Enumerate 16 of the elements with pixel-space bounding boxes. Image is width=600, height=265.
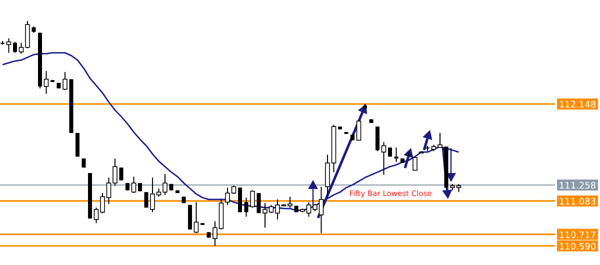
candlestick	[194, 202, 199, 234]
candlestick	[394, 147, 398, 163]
ref-line-label: 111.258	[558, 182, 596, 192]
candlestick	[131, 176, 136, 194]
candlestick	[119, 167, 124, 181]
candlestick	[356, 120, 362, 141]
candlestick	[13, 41, 17, 54]
candlestick	[412, 157, 418, 171]
candlestick	[381, 142, 386, 176]
candlestick	[6, 38, 12, 54]
ref-line-label: 111.083	[558, 197, 596, 208]
candlestick	[376, 126, 380, 152]
ref-line-label: 110.590	[558, 242, 596, 252]
candlestick	[44, 70, 49, 94]
ref-line-label: 112.148	[558, 100, 596, 110]
ref-line-label: 110.717	[558, 230, 596, 241]
